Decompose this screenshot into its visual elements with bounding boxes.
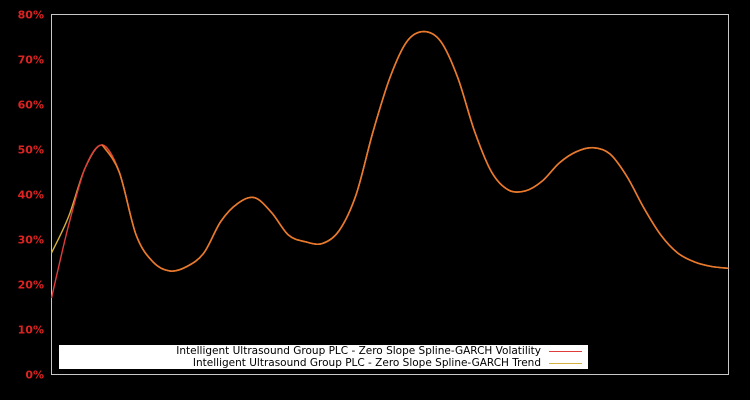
y-tick-label: 80% — [18, 9, 44, 22]
volatility-line — [50, 30, 729, 299]
legend-label-trend: Intelligent Ultrasound Group PLC - Zero … — [192, 357, 541, 369]
legend-swatch-trend — [549, 362, 582, 364]
y-tick-label: 0% — [25, 369, 44, 382]
y-tick-label: 50% — [18, 144, 44, 157]
y-tick-label: 70% — [18, 54, 44, 67]
legend-item-volatility: Intelligent Ultrasound Group PLC - Zero … — [176, 345, 582, 357]
y-tick-label: 30% — [18, 234, 44, 247]
series-lines — [50, 30, 729, 299]
legend-label-volatility: Intelligent Ultrasound Group PLC - Zero … — [176, 345, 541, 357]
y-axis-ticks: 0% 10% 20% 30% 40% 50% 60% 70% 80% — [18, 9, 44, 382]
y-tick-label: 40% — [18, 189, 44, 202]
overlapping-series-line — [101, 30, 729, 272]
y-tick-label: 10% — [18, 324, 44, 337]
legend-item-trend: Intelligent Ultrasound Group PLC - Zero … — [193, 357, 582, 369]
y-tick-label: 20% — [18, 279, 44, 292]
plot-area-frame — [51, 14, 729, 375]
legend-swatch-volatility — [549, 350, 582, 352]
trend-line — [50, 30, 729, 272]
y-tick-label: 60% — [18, 99, 44, 112]
chart-legend: Intelligent Ultrasound Group PLC - Zero … — [59, 345, 588, 369]
